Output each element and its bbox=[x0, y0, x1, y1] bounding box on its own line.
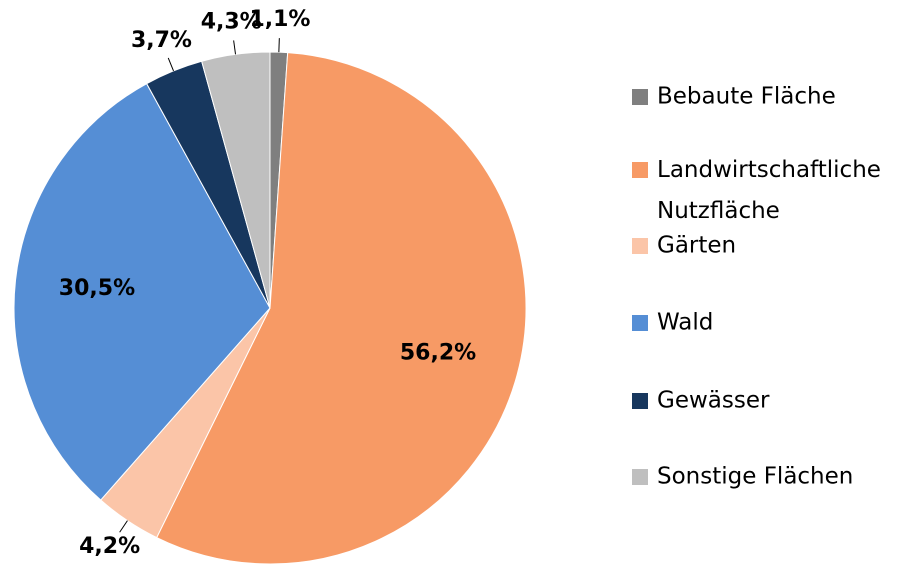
legend-swatch bbox=[632, 89, 648, 105]
pie-slice bbox=[13, 82, 271, 501]
legend-swatch bbox=[632, 162, 648, 178]
leader-line bbox=[119, 520, 128, 533]
legend-label: Gärten bbox=[657, 233, 736, 259]
legend-label: Wald bbox=[657, 310, 713, 336]
leader-line bbox=[167, 57, 174, 72]
legend-swatch bbox=[632, 238, 648, 254]
legend-label: Landwirtschaftliche Nutzfläche bbox=[657, 157, 881, 224]
leader-line bbox=[233, 40, 237, 55]
legend-swatch bbox=[632, 469, 648, 485]
legend-label: Sonstige Flächen bbox=[657, 464, 853, 490]
data-label: 56,2% bbox=[400, 340, 476, 365]
data-label: 1,1% bbox=[249, 7, 310, 32]
legend-label: Gewässer bbox=[657, 388, 770, 414]
data-label: 4,3% bbox=[201, 10, 262, 35]
data-label: 30,5% bbox=[59, 276, 135, 301]
pie-slice bbox=[155, 52, 527, 565]
legend-swatch bbox=[632, 393, 648, 409]
legend-label: Bebaute Fläche bbox=[657, 84, 836, 110]
data-label: 4,2% bbox=[79, 534, 140, 559]
data-label: 3,7% bbox=[131, 28, 192, 53]
legend-swatch bbox=[632, 315, 648, 331]
